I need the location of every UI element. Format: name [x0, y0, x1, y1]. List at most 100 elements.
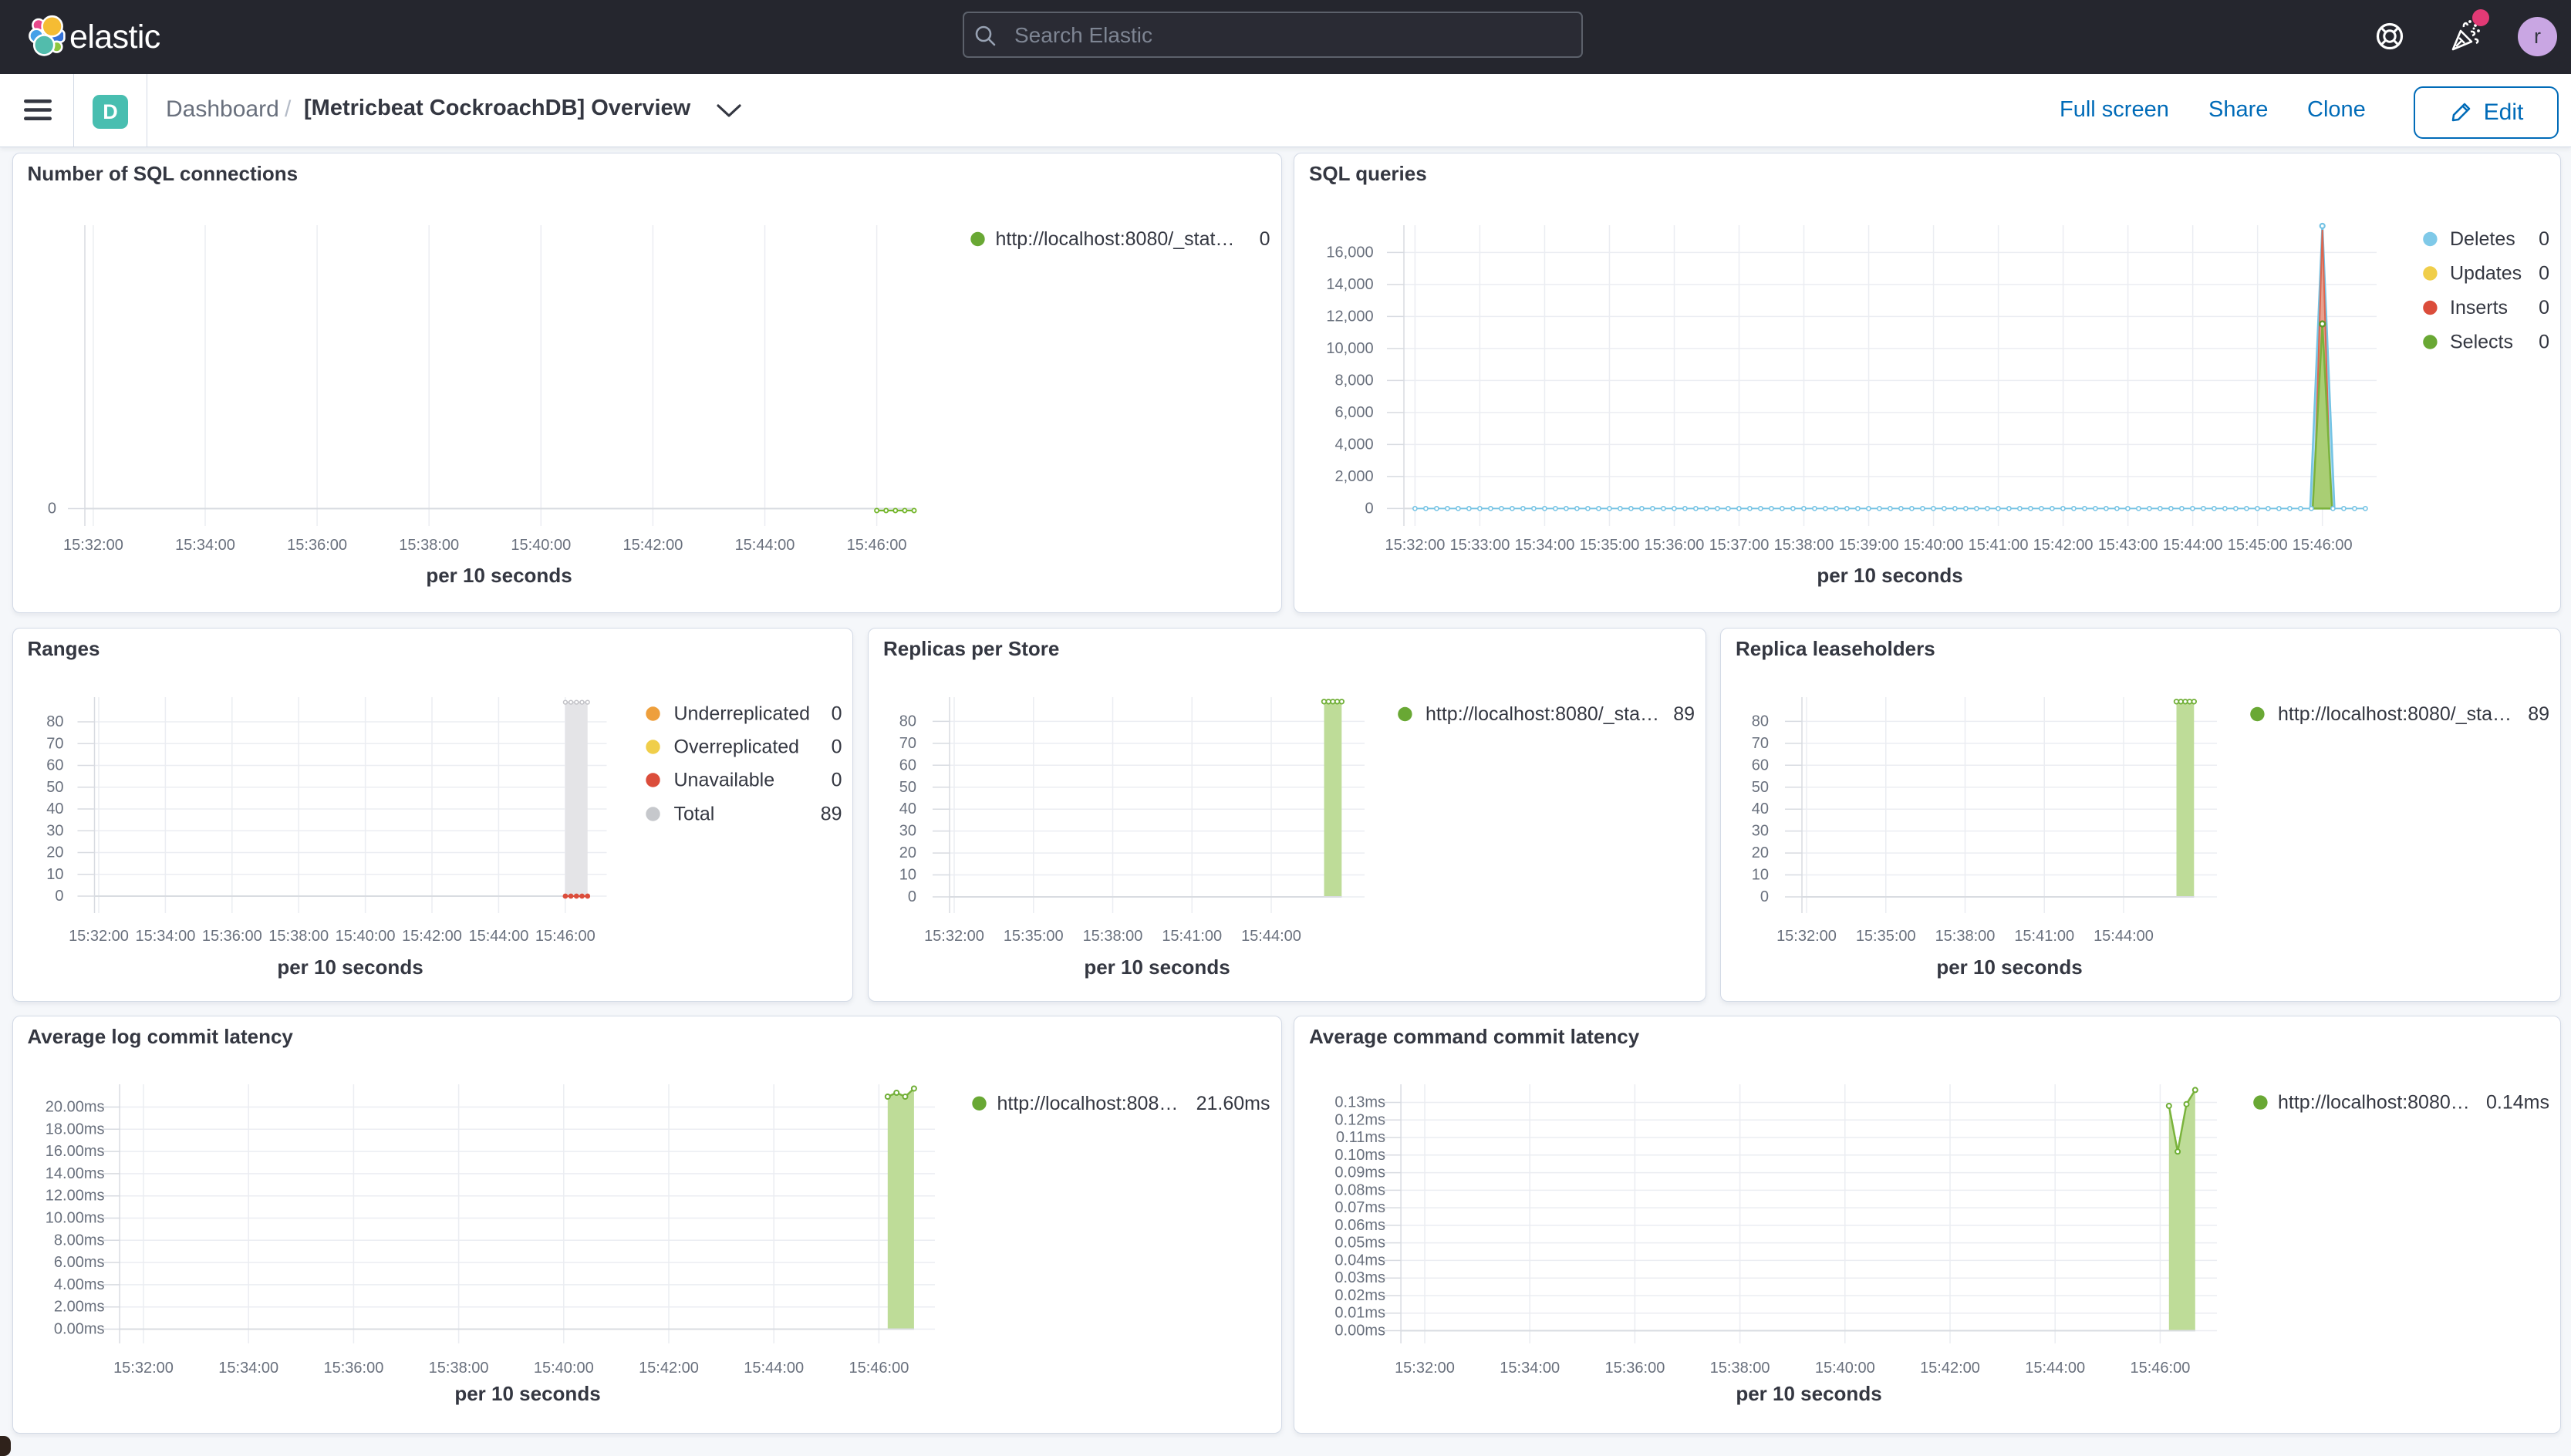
svg-text:40: 40 [46, 800, 63, 817]
svg-text:15:40:00: 15:40:00 [1904, 537, 1964, 554]
svg-text:15:46:00: 15:46:00 [2293, 537, 2353, 554]
svg-text:0.01ms: 0.01ms [1334, 1305, 1385, 1322]
svg-text:4,000: 4,000 [1335, 436, 1374, 453]
svg-text:0: 0 [2539, 297, 2549, 318]
svg-text:Underreplicated: Underreplicated [673, 703, 810, 725]
svg-text:0.04ms: 0.04ms [1334, 1252, 1385, 1269]
svg-text:15:33:00: 15:33:00 [1449, 537, 1510, 554]
svg-text:15:36:00: 15:36:00 [1645, 537, 1705, 554]
svg-text:89: 89 [2528, 703, 2549, 725]
svg-text:15:44:00: 15:44:00 [734, 537, 795, 554]
svg-text:per 10 seconds: per 10 seconds [454, 1382, 600, 1405]
svg-text:0.03ms: 0.03ms [1334, 1269, 1385, 1286]
svg-text:89: 89 [1673, 703, 1695, 725]
svg-text:15:36:00: 15:36:00 [323, 1360, 383, 1377]
svg-text:0.09ms: 0.09ms [1334, 1164, 1385, 1181]
svg-text:15:38:00: 15:38:00 [1935, 928, 1996, 945]
svg-text:15:36:00: 15:36:00 [201, 928, 261, 945]
svg-text:15:44:00: 15:44:00 [2163, 537, 2223, 554]
svg-text:60: 60 [46, 757, 63, 774]
svg-text:15:36:00: 15:36:00 [287, 537, 347, 554]
svg-text:0: 0 [1760, 888, 1769, 905]
svg-text:Updates: Updates [2450, 263, 2522, 285]
svg-text:10: 10 [1752, 867, 1769, 884]
svg-text:15:42:00: 15:42:00 [623, 537, 683, 554]
svg-text:15:42:00: 15:42:00 [1920, 1360, 1980, 1377]
svg-text:15:46:00: 15:46:00 [849, 1360, 909, 1377]
svg-text:0.11ms: 0.11ms [1336, 1129, 1385, 1146]
svg-text:0.12ms: 0.12ms [1334, 1111, 1385, 1128]
svg-text:20: 20 [46, 844, 63, 861]
svg-text:15:42:00: 15:42:00 [639, 1360, 699, 1377]
svg-text:0: 0 [1365, 500, 1373, 517]
svg-text:10: 10 [899, 867, 916, 884]
svg-text:15:42:00: 15:42:00 [2033, 537, 2094, 554]
svg-text:10.00ms: 10.00ms [45, 1210, 104, 1227]
svg-text:15:35:00: 15:35:00 [1856, 928, 1916, 945]
svg-text:60: 60 [1752, 757, 1769, 774]
svg-text:Inserts: Inserts [2450, 297, 2508, 318]
svg-text:per 10 seconds: per 10 seconds [1084, 956, 1230, 979]
svg-text:2.00ms: 2.00ms [53, 1299, 104, 1316]
svg-text:15:40:00: 15:40:00 [335, 928, 395, 945]
svg-text:per 10 seconds: per 10 seconds [426, 564, 572, 587]
svg-text:20: 20 [899, 844, 916, 861]
svg-text:0: 0 [831, 736, 842, 758]
svg-text:15:44:00: 15:44:00 [468, 928, 528, 945]
svg-text:15:41:00: 15:41:00 [1969, 537, 2029, 554]
svg-text:15:39:00: 15:39:00 [1839, 537, 1899, 554]
svg-text:Total: Total [673, 804, 714, 825]
svg-text:0: 0 [2539, 332, 2549, 353]
svg-text:10,000: 10,000 [1326, 340, 1373, 357]
svg-text:15:32:00: 15:32:00 [113, 1360, 174, 1377]
svg-text:15:35:00: 15:35:00 [1004, 928, 1064, 945]
svg-text:70: 70 [46, 735, 63, 752]
svg-text:2,000: 2,000 [1335, 468, 1374, 485]
svg-text:15:43:00: 15:43:00 [2098, 537, 2158, 554]
svg-text:15:32:00: 15:32:00 [62, 537, 123, 554]
svg-text:15:32:00: 15:32:00 [1776, 928, 1837, 945]
svg-text:15:40:00: 15:40:00 [511, 537, 571, 554]
svg-text:http://localhost:8080…: http://localhost:8080… [2278, 1092, 2470, 1114]
svg-text:14.00ms: 14.00ms [45, 1165, 104, 1182]
svg-text:60: 60 [899, 757, 916, 774]
svg-text:per 10 seconds: per 10 seconds [1936, 956, 2082, 979]
svg-text:15:41:00: 15:41:00 [1162, 928, 1222, 945]
svg-text:0: 0 [831, 703, 842, 725]
svg-text:15:44:00: 15:44:00 [2025, 1360, 2085, 1377]
svg-text:per 10 seconds: per 10 seconds [1736, 1382, 1881, 1405]
svg-text:0.07ms: 0.07ms [1334, 1199, 1385, 1216]
svg-text:50: 50 [899, 779, 916, 796]
svg-text:15:45:00: 15:45:00 [2228, 537, 2288, 554]
svg-text:6.00ms: 6.00ms [53, 1254, 104, 1271]
svg-text:15:44:00: 15:44:00 [744, 1360, 804, 1377]
svg-text:40: 40 [1752, 800, 1769, 817]
svg-text:10: 10 [46, 866, 63, 883]
svg-text:15:44:00: 15:44:00 [2094, 928, 2154, 945]
svg-text:20: 20 [1752, 844, 1769, 861]
svg-text:6,000: 6,000 [1335, 404, 1374, 421]
svg-text:80: 80 [899, 713, 916, 730]
svg-text:0.08ms: 0.08ms [1334, 1181, 1385, 1198]
svg-text:15:32:00: 15:32:00 [1385, 537, 1445, 554]
svg-text:15:38:00: 15:38:00 [399, 537, 459, 554]
svg-text:15:37:00: 15:37:00 [1709, 537, 1770, 554]
svg-text:70: 70 [899, 735, 916, 752]
svg-text:Selects: Selects [2450, 332, 2513, 353]
svg-text:0.14ms: 0.14ms [2486, 1092, 2549, 1114]
svg-text:0: 0 [908, 888, 916, 905]
svg-text:21.60ms: 21.60ms [1196, 1093, 1270, 1114]
svg-text:15:34:00: 15:34:00 [218, 1360, 278, 1377]
svg-text:http://localhost:8080/_sta…: http://localhost:8080/_sta… [1426, 703, 1659, 725]
svg-text:Deletes: Deletes [2450, 228, 2515, 250]
svg-text:8,000: 8,000 [1335, 372, 1374, 389]
svg-text:15:38:00: 15:38:00 [1710, 1360, 1770, 1377]
svg-text:Unavailable: Unavailable [673, 770, 774, 791]
svg-text:per 10 seconds: per 10 seconds [1817, 564, 1962, 587]
svg-text:per 10 seconds: per 10 seconds [277, 956, 423, 979]
svg-text:15:44:00: 15:44:00 [1241, 928, 1301, 945]
svg-text:0.00ms: 0.00ms [1334, 1323, 1385, 1340]
svg-text:http://localhost:8080/_sta…: http://localhost:8080/_sta… [2278, 703, 2512, 725]
svg-text:15:32:00: 15:32:00 [69, 928, 129, 945]
svg-text:15:38:00: 15:38:00 [268, 928, 329, 945]
